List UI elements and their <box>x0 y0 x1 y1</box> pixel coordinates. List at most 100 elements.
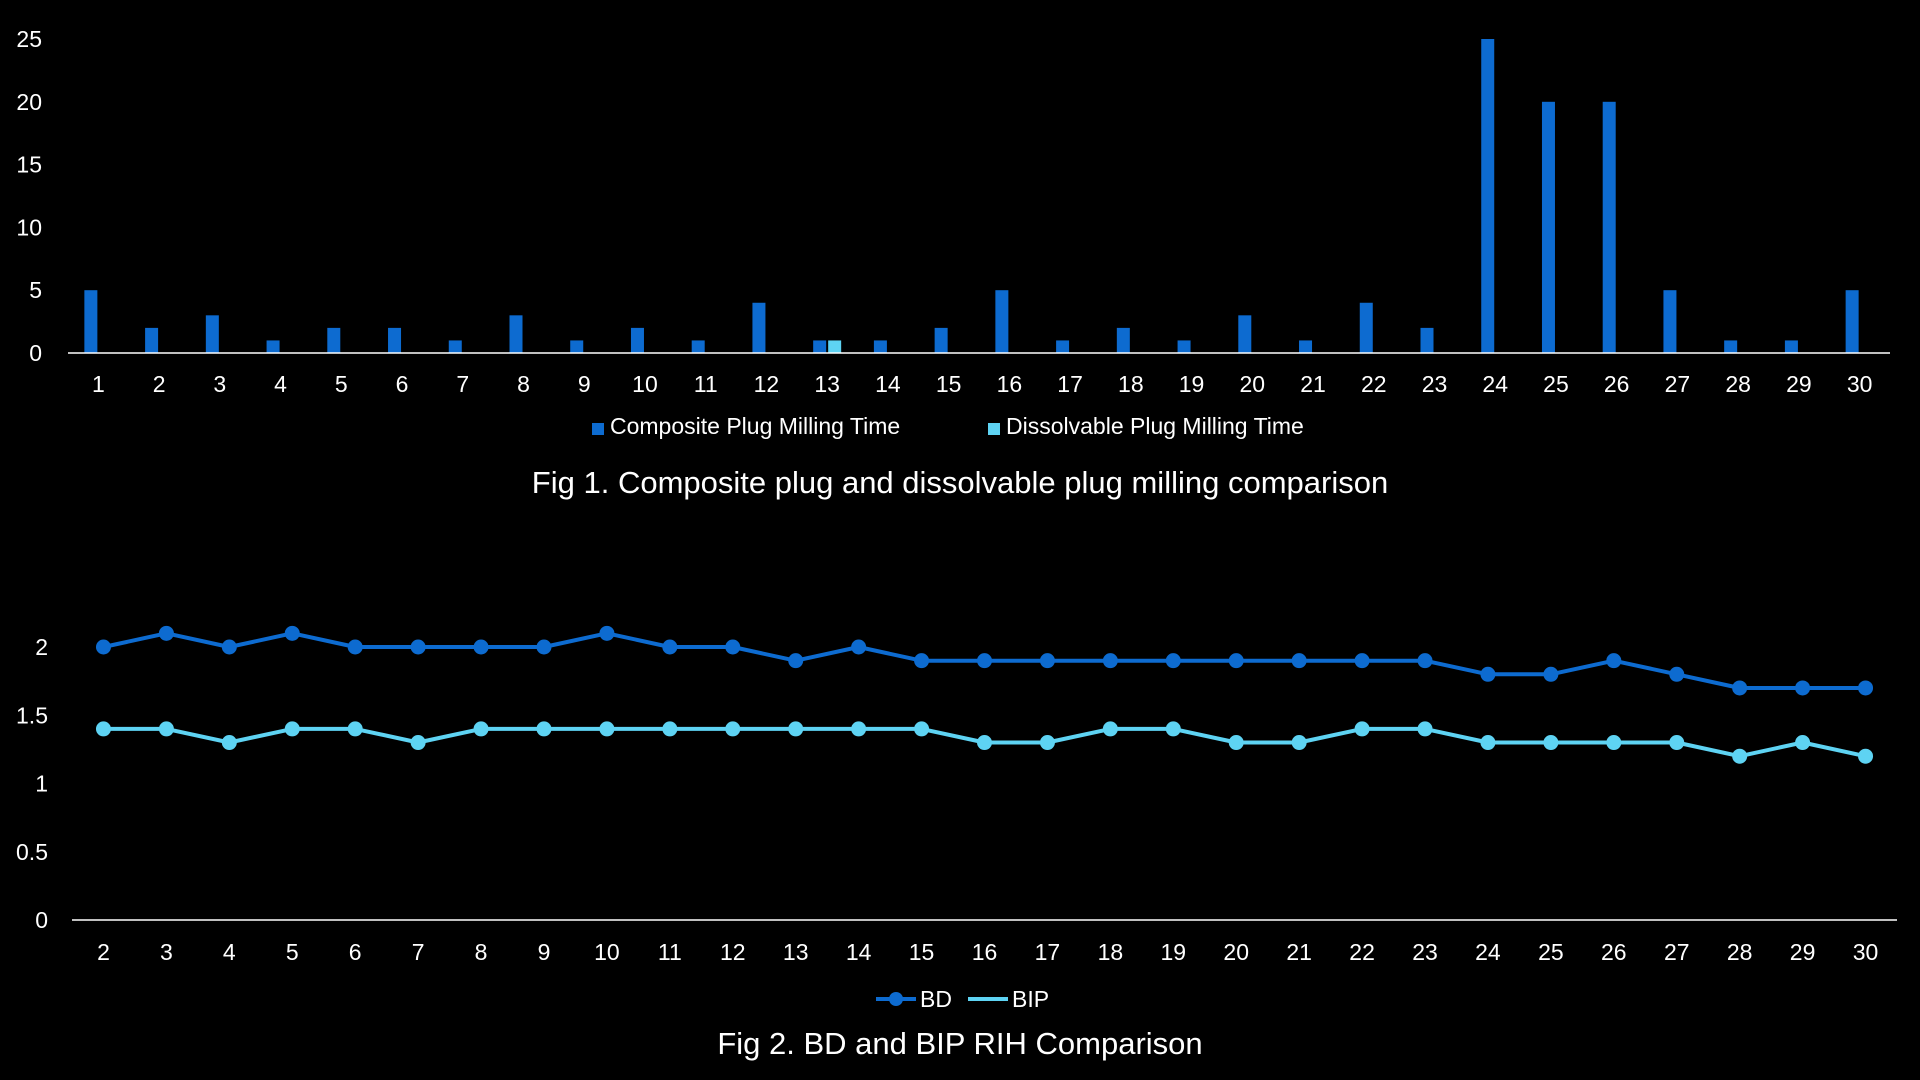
point-bip <box>914 721 930 737</box>
point-bip <box>1354 721 1370 737</box>
x-tick-label: 14 <box>875 371 901 397</box>
x-tick-label: 29 <box>1790 939 1816 965</box>
bar-composite <box>327 327 341 353</box>
point-bd <box>473 639 489 655</box>
bar-composite <box>1481 39 1495 353</box>
point-bip <box>1543 735 1559 751</box>
point-bip <box>1732 748 1748 764</box>
x-tick-label: 25 <box>1538 939 1564 965</box>
x-tick-label: 12 <box>720 939 746 965</box>
point-bip <box>1669 735 1685 751</box>
bar-composite <box>1784 340 1798 353</box>
y-tick-label: 0 <box>35 907 48 933</box>
x-tick-label: 21 <box>1300 371 1326 397</box>
point-bip <box>284 721 300 737</box>
point-bip <box>1228 735 1244 751</box>
point-bd <box>1165 653 1181 669</box>
bar-composite <box>691 340 705 353</box>
x-tick-label: 4 <box>223 939 236 965</box>
x-tick-label: 27 <box>1665 371 1691 397</box>
x-tick-label: 19 <box>1160 939 1186 965</box>
bar-composite <box>1845 290 1859 353</box>
point-bd <box>1102 653 1118 669</box>
x-tick-label: 24 <box>1482 371 1508 397</box>
bar-composite <box>205 315 219 353</box>
x-tick-label: 13 <box>814 371 840 397</box>
bar-composite <box>1056 340 1070 353</box>
x-tick-label: 2 <box>97 939 110 965</box>
bar-composite <box>1359 302 1373 353</box>
bar-composite <box>388 327 402 353</box>
point-bip <box>1606 735 1622 751</box>
point-bip <box>1291 735 1307 751</box>
bar-composite <box>630 327 644 353</box>
legend-swatch-dissolvable <box>988 423 1000 435</box>
x-tick-label: 20 <box>1240 371 1266 397</box>
legend-label-bip: BIP <box>1012 986 1049 1012</box>
x-tick-label: 22 <box>1361 371 1387 397</box>
bar-composite <box>1541 101 1555 353</box>
point-bip <box>95 721 111 737</box>
point-bip <box>473 721 489 737</box>
y-tick-label: 0.5 <box>16 839 48 865</box>
point-bd <box>1732 680 1748 696</box>
point-bd <box>1480 666 1496 682</box>
x-tick-label: 22 <box>1349 939 1375 965</box>
x-tick-label: 4 <box>274 371 287 397</box>
bar-composite <box>509 315 523 353</box>
point-bip <box>536 721 552 737</box>
point-bd <box>1228 653 1244 669</box>
x-tick-label: 3 <box>213 371 226 397</box>
point-bip <box>977 735 992 751</box>
bar-composite <box>1299 340 1313 353</box>
x-tick-label: 26 <box>1604 371 1630 397</box>
bar-composite <box>1238 315 1252 353</box>
point-bd <box>158 625 174 641</box>
x-tick-label: 16 <box>972 939 998 965</box>
bar-composite <box>995 290 1009 353</box>
point-bd <box>1795 680 1811 696</box>
point-bip <box>1165 721 1181 737</box>
x-tick-label: 5 <box>286 939 299 965</box>
x-tick-label: 15 <box>909 939 935 965</box>
x-tick-label: 6 <box>396 371 409 397</box>
bar-composite <box>570 340 584 353</box>
x-tick-label: 28 <box>1727 939 1753 965</box>
bar-composite <box>1724 340 1738 353</box>
legend-label-dissolvable: Dissolvable Plug Milling Time <box>1006 413 1304 439</box>
point-bd <box>1543 666 1559 682</box>
point-bip <box>1102 721 1118 737</box>
x-tick-label: 26 <box>1601 939 1627 965</box>
x-tick-label: 18 <box>1098 939 1124 965</box>
point-bd <box>1354 653 1370 669</box>
bar-composite <box>1420 327 1434 353</box>
x-tick-label: 24 <box>1475 939 1501 965</box>
point-bip <box>1480 735 1496 751</box>
point-bd <box>1291 653 1307 669</box>
point-bd <box>1039 653 1055 669</box>
point-bd <box>662 639 678 655</box>
x-tick-label: 25 <box>1543 371 1569 397</box>
x-tick-label: 18 <box>1118 371 1144 397</box>
x-tick-label: 6 <box>349 939 362 965</box>
x-tick-label: 11 <box>694 371 718 397</box>
point-bd <box>536 639 552 655</box>
point-bip <box>788 721 804 737</box>
y-tick-label: 20 <box>16 89 42 115</box>
point-bip <box>1417 721 1433 737</box>
x-tick-label: 15 <box>936 371 962 397</box>
y-tick-label: 1.5 <box>16 702 48 728</box>
x-tick-label: 19 <box>1179 371 1205 397</box>
y-tick-label: 5 <box>29 277 42 303</box>
y-tick-label: 10 <box>16 214 42 240</box>
y-tick-label: 0 <box>29 340 42 366</box>
x-tick-label: 21 <box>1286 939 1312 965</box>
y-tick-label: 15 <box>16 152 42 178</box>
x-tick-label: 1 <box>92 371 105 397</box>
x-tick-label: 30 <box>1847 371 1873 397</box>
point-bip <box>158 721 174 737</box>
x-tick-label: 30 <box>1853 939 1879 965</box>
point-bip <box>221 735 237 751</box>
x-tick-label: 28 <box>1725 371 1751 397</box>
